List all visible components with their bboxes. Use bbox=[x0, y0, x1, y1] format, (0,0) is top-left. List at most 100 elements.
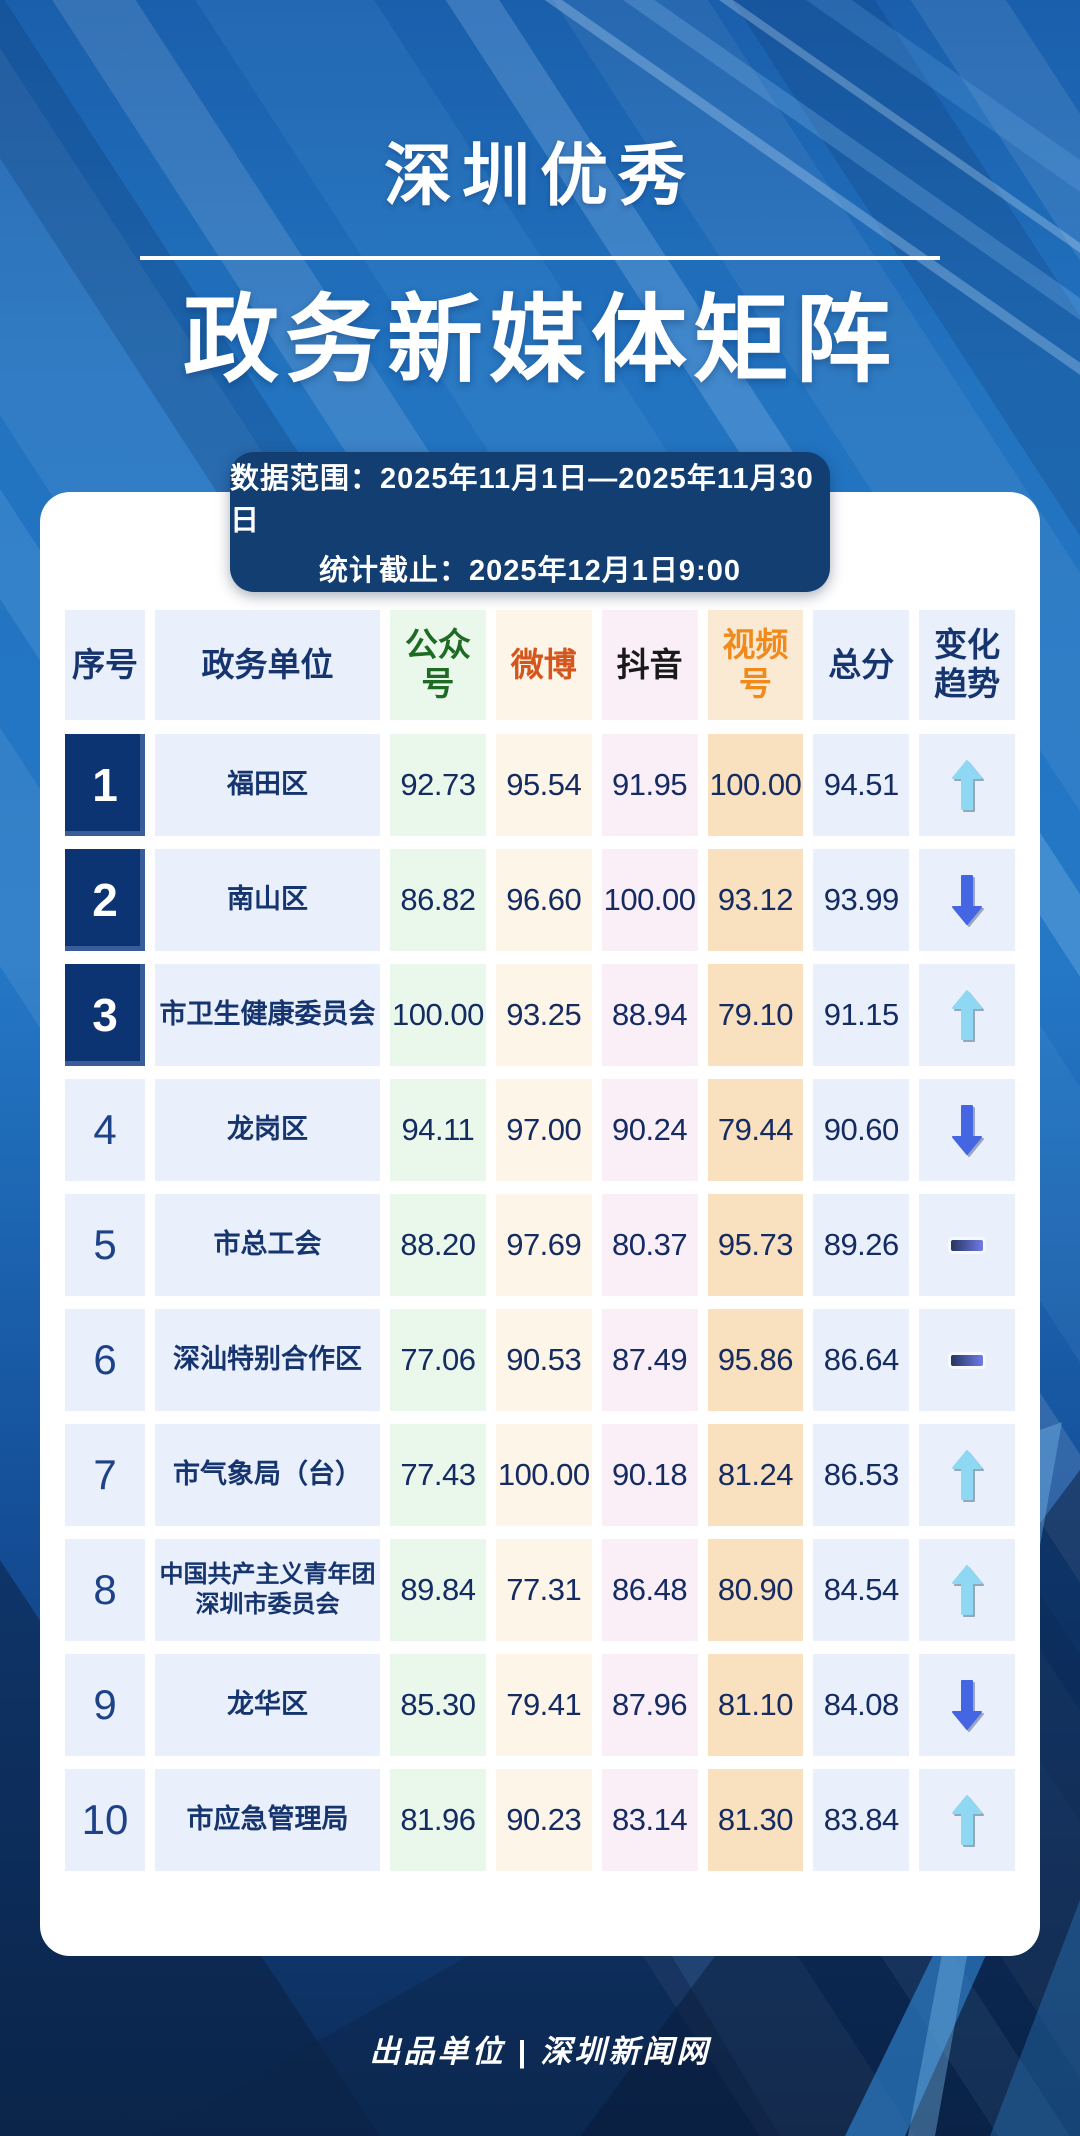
header-cell-channels: 视频号 bbox=[707, 610, 804, 720]
unit-cell: 市气象局（台） bbox=[155, 1424, 380, 1526]
rank-number: 6 bbox=[93, 1336, 117, 1383]
score-cell-weibo: 79.41 bbox=[495, 1654, 592, 1756]
score-cell-douyin: 88.94 bbox=[601, 964, 698, 1066]
trend-up-icon bbox=[952, 1795, 983, 1845]
score-cell-douyin: 90.24 bbox=[601, 1079, 698, 1181]
table-row: 7 市气象局（台） 77.43 100.00 90.18 81.24 86.53 bbox=[65, 1424, 1015, 1526]
score-cell-douyin: 86.48 bbox=[601, 1539, 698, 1641]
unit-name: 福田区 bbox=[227, 769, 308, 800]
unit-name: 中国共产主义青年团深圳市委员会 bbox=[159, 1561, 376, 1618]
table-row: 4 龙岗区 94.11 97.00 90.24 79.44 90.60 bbox=[65, 1079, 1015, 1181]
meta-date-range: 数据范围：2025年11月1日—2025年11月30日 bbox=[230, 463, 814, 537]
score-cell-weibo: 90.23 bbox=[495, 1769, 592, 1871]
trend-cell bbox=[919, 1194, 1015, 1296]
unit-cell: 深汕特别合作区 bbox=[155, 1309, 380, 1411]
unit-cell: 市总工会 bbox=[155, 1194, 380, 1296]
score-cell-total: 93.99 bbox=[813, 849, 910, 951]
rank-cell: 1 bbox=[65, 734, 145, 836]
unit-name: 深汕特别合作区 bbox=[173, 1344, 362, 1375]
rank-cell: 4 bbox=[65, 1079, 145, 1181]
score-cell-total: 83.84 bbox=[813, 1769, 910, 1871]
score-cell-wechat: 88.20 bbox=[390, 1194, 486, 1296]
score-cell-wechat: 85.30 bbox=[390, 1654, 486, 1756]
rank-cell: 3 bbox=[65, 964, 145, 1066]
meta-cutoff: 统计截止：2025年12月1日9:00 bbox=[319, 555, 741, 587]
score-cell-wechat: 81.96 bbox=[390, 1769, 486, 1871]
score-cell-channels: 95.86 bbox=[707, 1309, 804, 1411]
score-cell-douyin: 87.96 bbox=[601, 1654, 698, 1756]
score-cell-wechat: 77.43 bbox=[390, 1424, 486, 1526]
rank-number: 1 bbox=[92, 759, 118, 811]
trend-flat-icon bbox=[951, 1354, 984, 1366]
unit-name: 市总工会 bbox=[213, 1229, 322, 1260]
unit-name: 市应急管理局 bbox=[186, 1804, 349, 1835]
score-cell-weibo: 96.60 bbox=[495, 849, 592, 951]
score-cell-weibo: 97.69 bbox=[495, 1194, 592, 1296]
score-cell-wechat: 86.82 bbox=[390, 849, 486, 951]
unit-cell: 龙岗区 bbox=[155, 1079, 380, 1181]
header-cell-douyin: 抖音 bbox=[601, 610, 698, 720]
table-header-row: 序号 政务单位 公众号 微博 抖音 视频号 总分 变化趋势 bbox=[65, 610, 1015, 720]
unit-name: 市气象局（台） bbox=[173, 1459, 362, 1490]
table-row: 9 龙华区 85.30 79.41 87.96 81.10 84.08 bbox=[65, 1654, 1015, 1756]
rank-cell: 9 bbox=[65, 1654, 145, 1756]
score-cell-weibo: 77.31 bbox=[495, 1539, 592, 1641]
trend-cell bbox=[919, 849, 1015, 951]
score-cell-weibo: 97.00 bbox=[495, 1079, 592, 1181]
rank-number: 10 bbox=[81, 1796, 129, 1843]
ranking-table-body: 1 福田区 92.73 95.54 91.95 100.00 94.51 2 南山区 86.82 9… bbox=[65, 734, 1015, 1871]
header-cell-total: 总分 bbox=[813, 610, 910, 720]
score-cell-channels: 81.30 bbox=[707, 1769, 804, 1871]
score-cell-total: 94.51 bbox=[813, 734, 910, 836]
table-row: 10 市应急管理局 81.96 90.23 83.14 81.30 83.84 bbox=[65, 1769, 1015, 1871]
footer-credit: 出品单位 | 深圳新闻网 bbox=[369, 2034, 711, 2069]
table-row: 8 中国共产主义青年团深圳市委员会 89.84 77.31 86.48 80.90 84.5… bbox=[65, 1539, 1015, 1641]
rank-number: 8 bbox=[93, 1566, 117, 1613]
rank-number: 2 bbox=[92, 874, 118, 926]
score-cell-douyin: 90.18 bbox=[601, 1424, 698, 1526]
score-cell-channels: 93.12 bbox=[707, 849, 804, 951]
trend-cell bbox=[919, 1539, 1015, 1641]
score-cell-weibo: 93.25 bbox=[495, 964, 592, 1066]
rank-number: 9 bbox=[93, 1681, 117, 1728]
score-cell-total: 86.53 bbox=[813, 1424, 910, 1526]
score-cell-douyin: 83.14 bbox=[601, 1769, 698, 1871]
trend-down-icon bbox=[952, 875, 983, 925]
score-cell-wechat: 100.00 bbox=[390, 964, 486, 1066]
score-cell-wechat: 92.73 bbox=[390, 734, 486, 836]
score-cell-wechat: 77.06 bbox=[390, 1309, 486, 1411]
table-row: 6 深汕特别合作区 77.06 90.53 87.49 95.86 86.64 bbox=[65, 1309, 1015, 1411]
trend-down-icon bbox=[952, 1105, 983, 1155]
score-cell-total: 91.15 bbox=[813, 964, 910, 1066]
trend-cell bbox=[919, 1424, 1015, 1526]
ranking-table: 序号 政务单位 公众号 微博 抖音 视频号 总分 变化趋势 1 福田区 92.73 9… bbox=[65, 610, 1015, 1884]
trend-cell bbox=[919, 1309, 1015, 1411]
score-cell-douyin: 100.00 bbox=[601, 849, 698, 951]
unit-cell: 市卫生健康委员会 bbox=[155, 964, 380, 1066]
rank-number: 3 bbox=[92, 989, 118, 1041]
score-cell-wechat: 89.84 bbox=[390, 1539, 486, 1641]
trend-down-icon bbox=[952, 1680, 983, 1730]
rank-cell: 2 bbox=[65, 849, 145, 951]
trend-up-icon bbox=[952, 1450, 983, 1500]
trend-cell bbox=[919, 1654, 1015, 1756]
unit-name: 龙岗区 bbox=[227, 1114, 308, 1145]
table-row: 2 南山区 86.82 96.60 100.00 93.12 93.99 bbox=[65, 849, 1015, 951]
score-cell-douyin: 80.37 bbox=[601, 1194, 698, 1296]
header-cell-weibo: 微博 bbox=[495, 610, 592, 720]
score-cell-total: 89.26 bbox=[813, 1194, 910, 1296]
score-cell-channels: 81.24 bbox=[707, 1424, 804, 1526]
score-cell-wechat: 94.11 bbox=[390, 1079, 486, 1181]
score-cell-weibo: 100.00 bbox=[495, 1424, 592, 1526]
rank-number: 7 bbox=[93, 1451, 117, 1498]
score-cell-total: 86.64 bbox=[813, 1309, 910, 1411]
score-cell-channels: 79.10 bbox=[707, 964, 804, 1066]
unit-name: 龙华区 bbox=[227, 1689, 308, 1720]
score-cell-channels: 81.10 bbox=[707, 1654, 804, 1756]
rank-number: 5 bbox=[93, 1221, 117, 1268]
score-cell-weibo: 95.54 bbox=[495, 734, 592, 836]
table-row: 3 市卫生健康委员会 100.00 93.25 88.94 79.10 91.15 bbox=[65, 964, 1015, 1066]
rank-cell: 5 bbox=[65, 1194, 145, 1296]
score-cell-channels: 79.44 bbox=[707, 1079, 804, 1181]
header-cell-trend: 变化趋势 bbox=[919, 610, 1015, 720]
